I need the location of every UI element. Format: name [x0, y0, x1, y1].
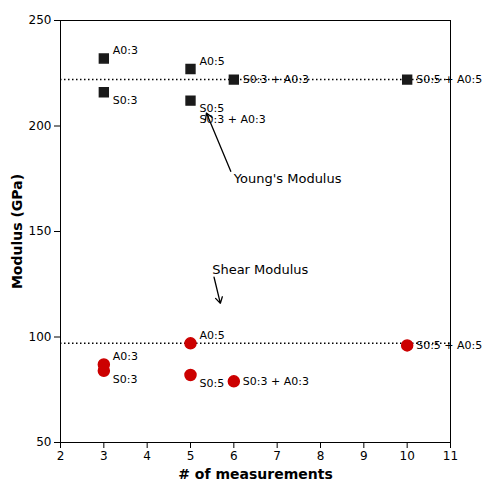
svg-text:S0:3: S0:3 [113, 94, 138, 107]
svg-text:250: 250 [29, 13, 52, 27]
svg-text:3: 3 [100, 449, 108, 463]
svg-text:# of measurements: # of measurements [178, 466, 333, 482]
svg-text:S0:5 + A0:5: S0:5 + A0:5 [416, 339, 482, 352]
svg-text:150: 150 [29, 224, 52, 238]
svg-text:8: 8 [317, 449, 325, 463]
svg-text:50: 50 [36, 435, 51, 449]
svg-text:2: 2 [57, 449, 65, 463]
svg-text:A0:3: A0:3 [113, 44, 138, 57]
svg-text:11: 11 [443, 449, 458, 463]
svg-text:A0:3: A0:3 [113, 350, 138, 363]
svg-text:4: 4 [143, 449, 151, 463]
svg-text:6: 6 [230, 449, 238, 463]
svg-text:Modulus (GPa): Modulus (GPa) [9, 174, 25, 289]
svg-text:S0:3: S0:3 [113, 373, 138, 386]
svg-text:5: 5 [187, 449, 195, 463]
svg-text:S0:3 + A0:3: S0:3 + A0:3 [243, 73, 309, 86]
svg-text:S0:5: S0:5 [200, 377, 225, 390]
svg-text:200: 200 [29, 119, 52, 133]
svg-text:7: 7 [273, 449, 281, 463]
svg-text:A0:5: A0:5 [200, 55, 225, 68]
svg-text:S0:3 + A0:3: S0:3 + A0:3 [243, 375, 309, 388]
svg-text:A0:5: A0:5 [200, 329, 225, 342]
svg-text:Shear Modulus: Shear Modulus [212, 262, 308, 277]
svg-text:S0:5 + A0:5: S0:5 + A0:5 [416, 73, 482, 86]
svg-text:9: 9 [360, 449, 368, 463]
svg-text:S0:5S0:3 + A0:3: S0:5S0:3 + A0:3 [200, 102, 266, 126]
svg-text:100: 100 [29, 330, 52, 344]
svg-text:10: 10 [400, 449, 415, 463]
svg-text:Young's Modulus: Young's Modulus [233, 171, 342, 186]
